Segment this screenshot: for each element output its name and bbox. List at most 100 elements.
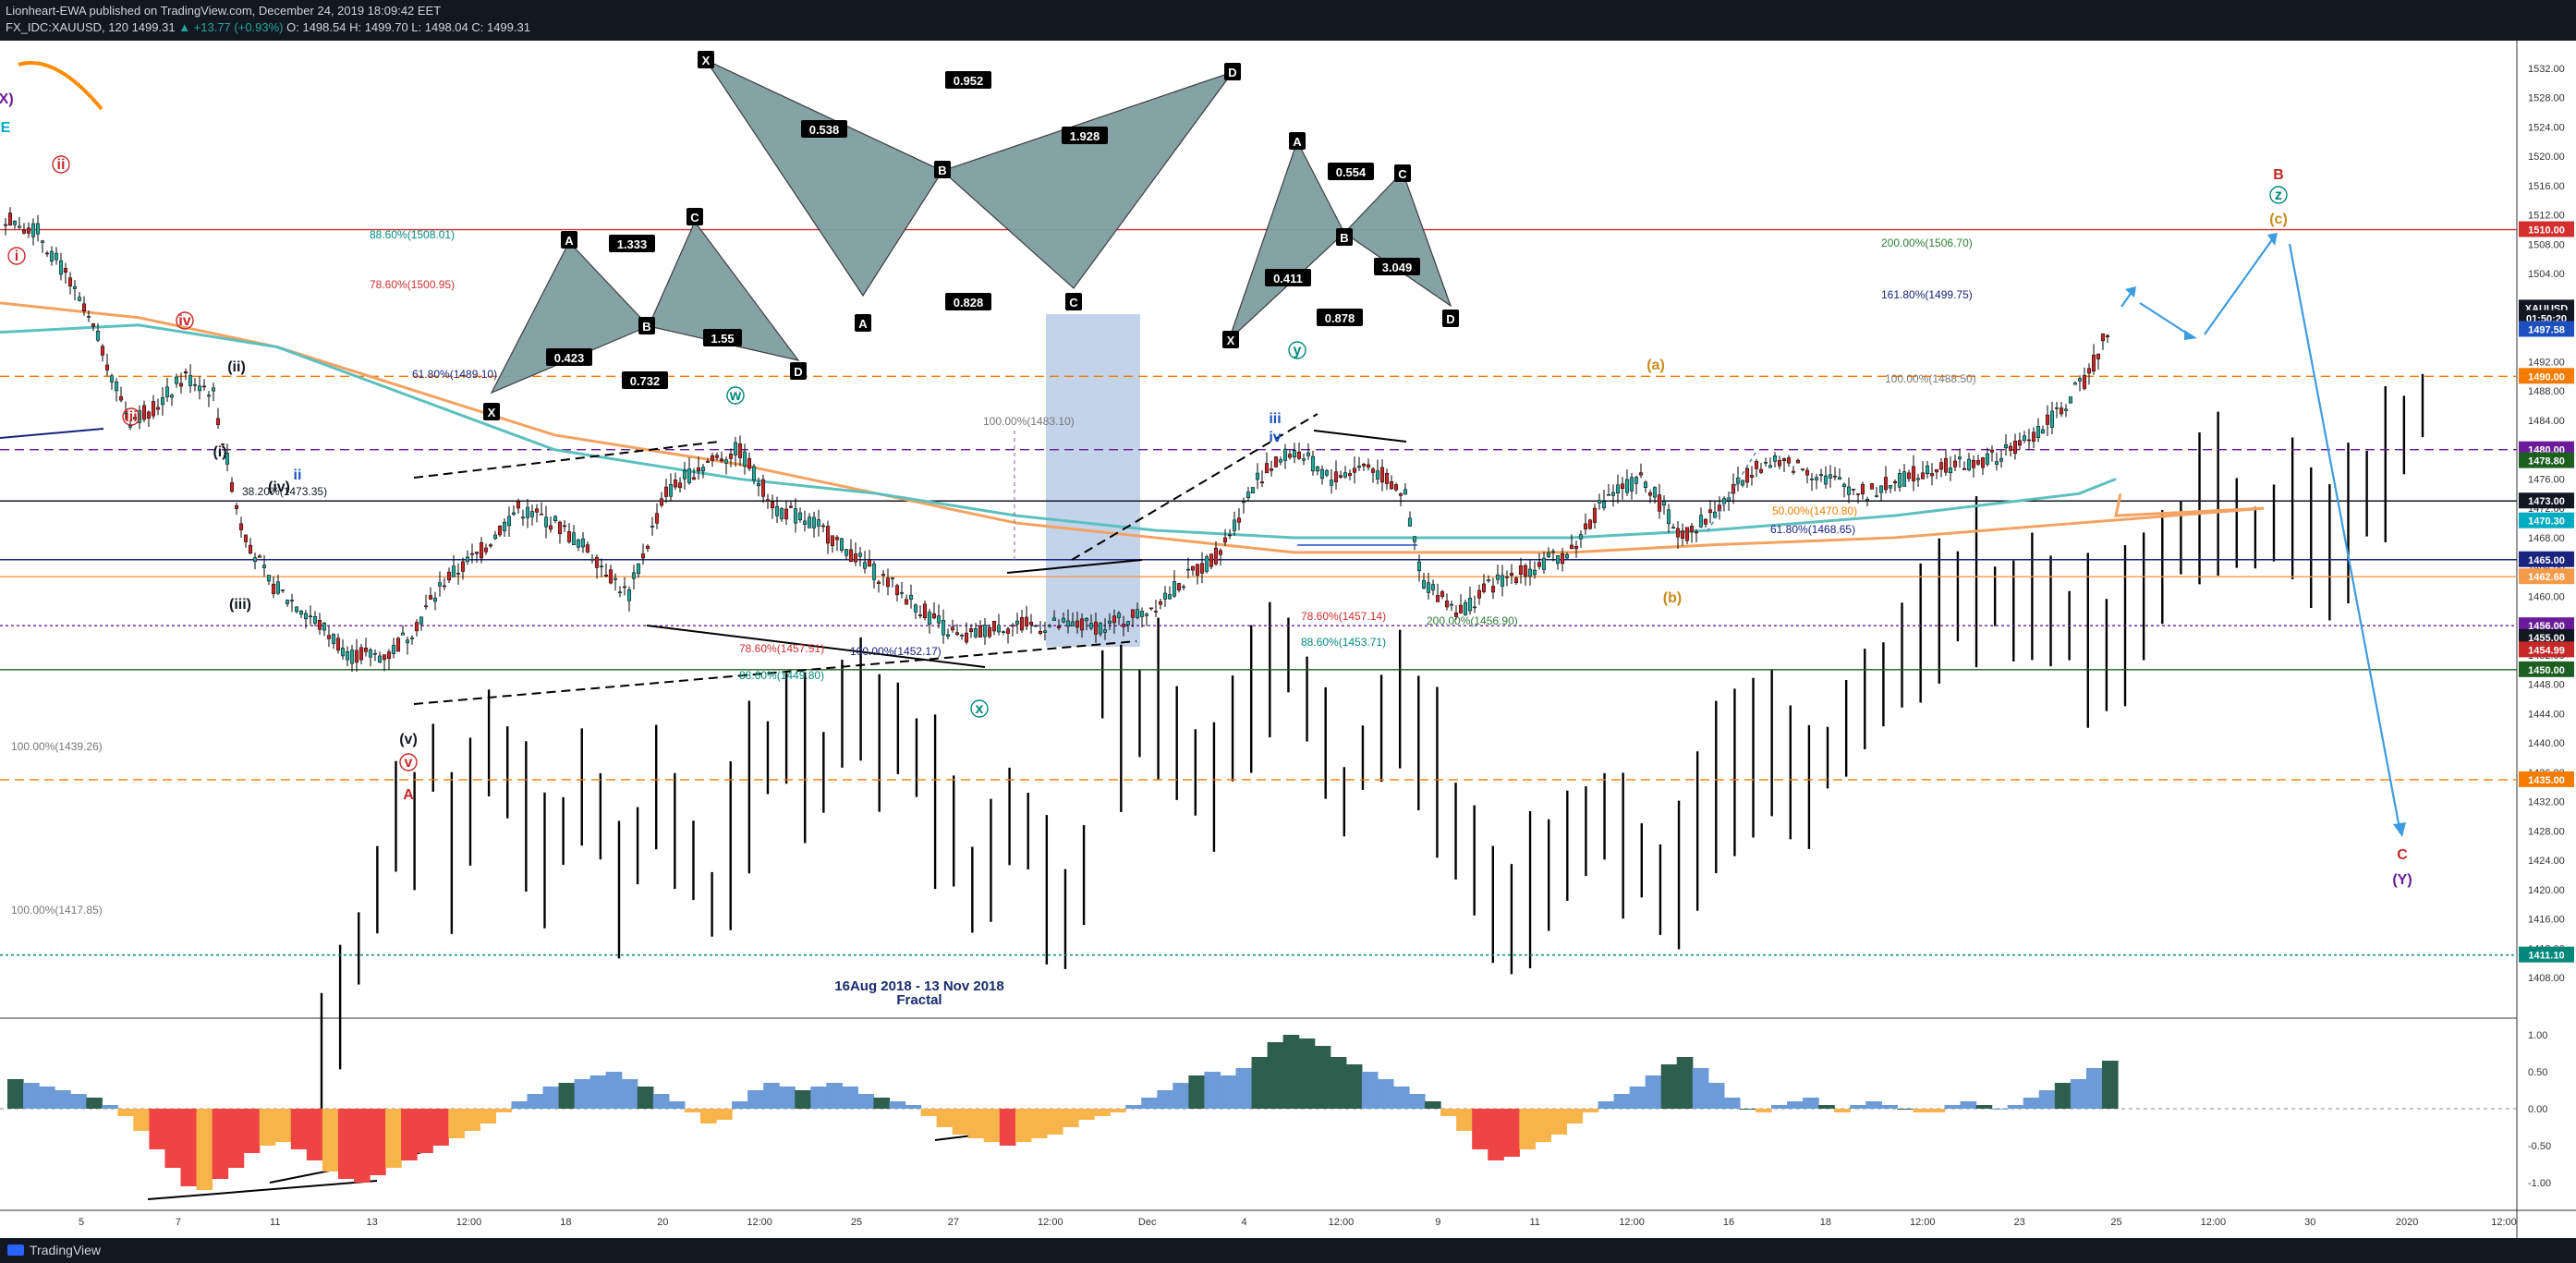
harm2-x: X	[702, 54, 711, 67]
candle-body	[936, 615, 942, 624]
candle-body	[516, 501, 521, 509]
candle-body	[534, 508, 540, 513]
candle-body	[26, 227, 31, 234]
candle-body	[349, 650, 355, 664]
time-tick-20: 23	[2013, 1217, 2024, 1228]
candle-body	[1112, 615, 1117, 624]
candle-body	[1657, 494, 1662, 512]
candle-body	[1948, 468, 1953, 474]
wave-label-14: iv	[1269, 430, 1281, 445]
candle-body	[474, 552, 480, 554]
candle-body	[1306, 452, 1311, 456]
price-tick-18: 1460.00	[2528, 591, 2565, 602]
candle-body	[54, 252, 59, 261]
osc-bar	[763, 1083, 780, 1109]
osc-bar	[1535, 1109, 1551, 1142]
candle-body	[978, 625, 983, 638]
candle-body	[1463, 601, 1468, 615]
candle-body	[723, 459, 729, 464]
time-tick-23: 30	[2304, 1217, 2315, 1228]
osc-bar	[889, 1101, 906, 1109]
candle-body	[2086, 368, 2092, 374]
candle-body	[1610, 492, 1616, 496]
osc-bar	[164, 1109, 182, 1168]
osc-bar	[1377, 1079, 1394, 1109]
price-tag-box-10	[2519, 568, 2574, 585]
osc-bar	[7, 1079, 24, 1109]
candle-body	[128, 425, 133, 428]
price-tag-9: 1465.00	[2528, 555, 2565, 566]
harm2-a: A	[858, 317, 868, 331]
osc-bar	[747, 1090, 764, 1109]
candle-body	[917, 614, 923, 616]
osc-bar	[1157, 1090, 1173, 1109]
candle-body	[650, 525, 655, 528]
candle-body	[1952, 460, 1958, 468]
candle-body	[927, 612, 932, 625]
osc-bar	[1944, 1105, 1962, 1109]
candle-body	[1259, 481, 1265, 484]
price-tick-29: 1416.00	[2528, 915, 2565, 926]
harm2-d-box	[1224, 63, 1241, 80]
candle-body	[1361, 464, 1367, 467]
last-price: 1499.31	[131, 20, 176, 34]
candle-body	[423, 605, 429, 608]
candle-body	[483, 547, 489, 553]
candle-body	[72, 285, 78, 289]
candle-body	[1375, 470, 1380, 480]
candle-body	[1490, 586, 1496, 593]
candle-body	[1084, 617, 1089, 622]
time-tick-21: 25	[2110, 1217, 2121, 1228]
candle-body	[594, 556, 600, 568]
candle-body	[1121, 624, 1126, 627]
candle-body	[539, 513, 544, 516]
osc-bar	[1125, 1105, 1142, 1109]
fib-label-11: 88.60%(1453.71)	[1301, 636, 1386, 649]
candle-body	[164, 386, 170, 397]
candle-body	[663, 486, 669, 497]
candle-body	[922, 603, 928, 619]
osc-bar	[23, 1083, 40, 1109]
candle-body	[469, 553, 475, 555]
wave-label-21: (c)	[2269, 212, 2288, 227]
candle-body	[779, 508, 784, 519]
wave-circle-17	[970, 699, 989, 718]
candle-body	[77, 297, 82, 301]
candle-body	[848, 549, 854, 562]
osc-bar	[2070, 1079, 2087, 1109]
candle-body	[1486, 579, 1491, 582]
candle-body	[1513, 577, 1519, 583]
candle-body	[1185, 568, 1191, 571]
candle-body	[1546, 553, 1551, 558]
candle-body	[1093, 621, 1099, 635]
candle-body	[1310, 455, 1316, 472]
price-tag-14: 1450.00	[2528, 665, 2565, 676]
candle-body	[945, 634, 951, 638]
candle-body	[1569, 544, 1574, 550]
harm2-x-box	[698, 51, 714, 68]
candle-body	[825, 526, 831, 544]
candle-body	[308, 615, 313, 618]
fib-label-5: 100.00%(1417.85)	[11, 904, 103, 917]
tradingview-brand[interactable]: TradingView	[7, 1243, 101, 1257]
candle-body	[188, 375, 193, 386]
candle-body	[248, 544, 253, 554]
price-tag-box-0	[2519, 221, 2574, 237]
candle-body	[589, 558, 595, 561]
candle-body	[225, 453, 230, 465]
osc-bar	[1440, 1109, 1457, 1116]
trendline-5	[1006, 559, 1143, 574]
candle-body	[1269, 468, 1274, 471]
wave-label-8: (iii)	[229, 597, 251, 613]
time-tick-13: 12:00	[1329, 1217, 1355, 1228]
tradingview-logo-icon	[7, 1245, 24, 1256]
candle-body	[197, 385, 202, 392]
osc-bar	[417, 1109, 433, 1153]
candle-body	[238, 523, 244, 530]
candle-body	[599, 565, 604, 567]
wave-label-11: v	[405, 755, 413, 771]
symbol-label[interactable]: FX_IDC:XAUUSD, 120	[6, 20, 128, 34]
candle-body	[807, 516, 812, 528]
candle-body	[1481, 583, 1487, 592]
